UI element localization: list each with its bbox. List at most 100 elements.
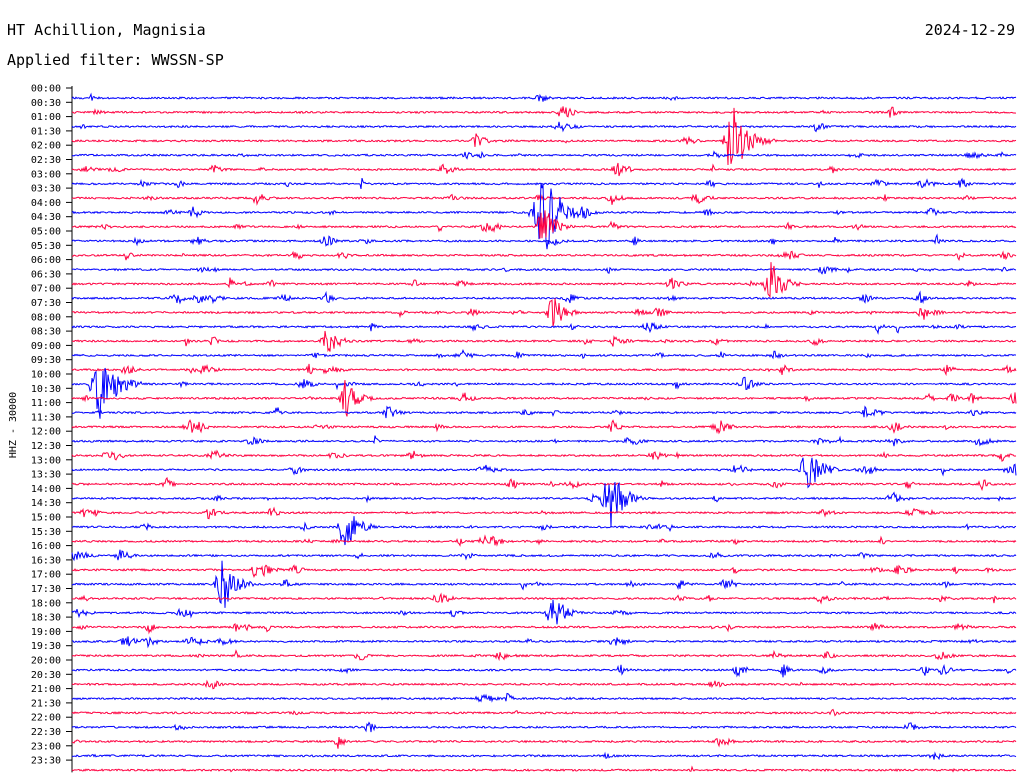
tick-label: 23:00 [31, 741, 61, 752]
trace-line-1030 [71, 380, 1017, 417]
tick-label: 23:30 [31, 756, 61, 767]
tick-label: 13:00 [31, 455, 61, 466]
tick-label: 21:00 [31, 684, 61, 695]
trace-line-1130 [71, 419, 1017, 435]
tick-label: 04:30 [31, 212, 61, 223]
tick-label: 06:00 [31, 255, 61, 266]
tick-label: 21:30 [31, 698, 61, 709]
trace-line-1930 [71, 649, 1017, 662]
trace-line-0400 [71, 182, 1017, 250]
tick-label: 08:30 [31, 327, 61, 338]
trace-line-1730 [71, 592, 1017, 605]
trace-line-2000 [71, 663, 1017, 678]
tick-label: 14:30 [31, 498, 61, 509]
trace-line-0730 [71, 298, 1017, 327]
trace-line-1100 [71, 405, 1017, 419]
tick-label: 22:30 [31, 727, 61, 738]
tick-label: 17:00 [31, 570, 61, 581]
tick-label: 07:30 [31, 298, 61, 309]
tick-label: 03:30 [31, 184, 61, 195]
tick-label: 05:30 [31, 241, 61, 252]
tick-label: 07:00 [31, 284, 61, 295]
tick-label: 11:30 [31, 412, 61, 423]
tick-label: 09:00 [31, 341, 61, 352]
tick-label: 02:30 [31, 155, 61, 166]
tick-label-group: 00:00 00:30 01:00 01:30 02:00 02:30 03:00 03:30… [31, 84, 72, 767]
trace-line-0800 [71, 321, 1017, 335]
tick-label: 00:00 [31, 84, 61, 95]
trace-line-1500 [71, 516, 1017, 546]
trace-line-0530 [71, 250, 1017, 262]
trace-line-2130 [71, 708, 1017, 717]
tick-label: 22:00 [31, 713, 61, 724]
tick-label: 08:00 [31, 312, 61, 323]
trace-line-2200 [71, 721, 1017, 733]
tick-label: 10:00 [31, 370, 61, 381]
y-axis-label: HHZ - 30000 [8, 392, 19, 458]
tick-label: 13:30 [31, 470, 61, 481]
trace-line-0430 [71, 210, 1017, 239]
trace-line-1900 [71, 636, 1017, 649]
tick-label: 18:30 [31, 613, 61, 624]
tick-label: 16:30 [31, 555, 61, 566]
station-title: HT Achillion, Magnisia [7, 21, 206, 39]
trace-line-1300 [71, 457, 1017, 489]
trace-line-0200 [71, 150, 1017, 160]
trace-line-0700 [71, 290, 1017, 305]
tick-label: 01:00 [31, 112, 61, 123]
trace-group [71, 92, 1017, 773]
trace-line-1630 [71, 564, 1017, 578]
trace-line-1400 [71, 481, 1017, 528]
trace-line-2300 [71, 751, 1017, 761]
trace-line-2330 [71, 765, 1017, 773]
filter-label: Applied filter: WWSSN-SP [7, 51, 224, 69]
tick-label: 03:00 [31, 169, 61, 180]
trace-line-2030 [71, 679, 1017, 690]
trace-line-0300 [71, 177, 1016, 190]
trace-line-0600 [71, 266, 1017, 275]
trace-line-1800 [71, 599, 1017, 625]
trace-line-1330 [71, 476, 1016, 492]
tick-label: 00:30 [31, 98, 61, 109]
trace-line-2230 [71, 737, 1017, 749]
tick-label: 20:00 [31, 656, 61, 667]
date-label: 2024-12-29 [924, 21, 1015, 39]
trace-line-0900 [71, 349, 1016, 360]
tick-label: 19:00 [31, 627, 61, 638]
trace-line-0630 [71, 262, 1017, 299]
trace-line-0230 [71, 162, 1017, 177]
tick-label: 05:00 [31, 227, 61, 238]
trace-line-1830 [71, 622, 1017, 635]
tick-label: 06:30 [31, 269, 61, 280]
trace-line-1200 [71, 435, 1017, 447]
trace-line-0000 [71, 92, 1017, 102]
trace-line-1230 [71, 449, 1017, 462]
tick-label: 10:30 [31, 384, 61, 395]
tick-label: 20:30 [31, 670, 61, 681]
tick-label: 02:00 [31, 141, 61, 152]
tick-label: 18:00 [31, 598, 61, 609]
tick-label: 14:00 [31, 484, 61, 495]
trace-line-1600 [71, 549, 1017, 562]
trace-line-0130 [71, 107, 1017, 166]
trace-line-0030 [71, 106, 1017, 118]
trace-line-0330 [71, 193, 1017, 206]
tick-label: 12:00 [31, 427, 61, 438]
trace-line-0930 [71, 363, 1017, 377]
tick-label: 16:00 [31, 541, 61, 552]
tick-label: 09:30 [31, 355, 61, 366]
trace-line-1000 [71, 367, 1017, 419]
trace-line-0830 [71, 330, 1017, 353]
tick-label: 17:30 [31, 584, 61, 595]
trace-line-0500 [71, 233, 1017, 247]
trace-line-2100 [71, 692, 1017, 703]
trace-line-1700 [71, 560, 1017, 608]
trace-line-1530 [71, 534, 1017, 547]
tick-label: 11:00 [31, 398, 61, 409]
trace-line-1430 [71, 506, 1016, 520]
tick-label: 01:30 [31, 126, 61, 137]
tick-label: 15:00 [31, 513, 61, 524]
tick-label: 19:30 [31, 641, 61, 652]
tick-label: 04:00 [31, 198, 61, 209]
